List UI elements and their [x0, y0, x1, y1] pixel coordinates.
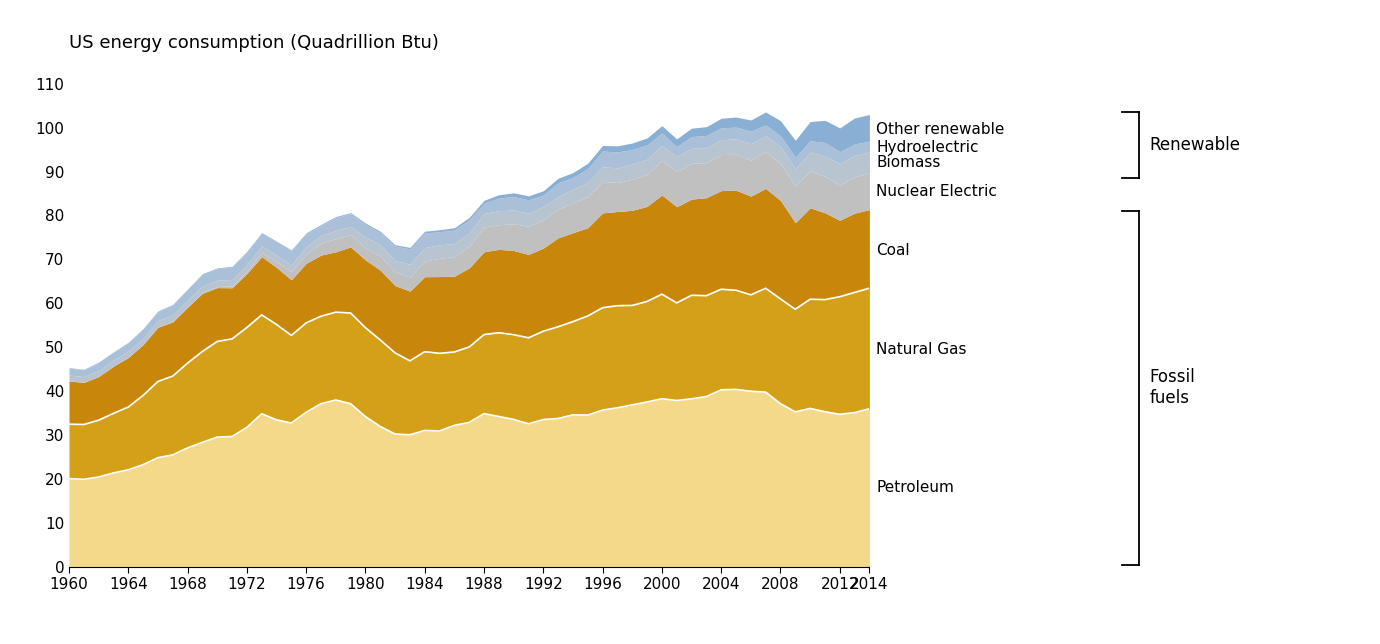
Text: Coal: Coal	[876, 243, 909, 258]
Text: Petroleum: Petroleum	[876, 480, 954, 495]
Text: Biomass: Biomass	[876, 155, 941, 170]
Text: Natural Gas: Natural Gas	[876, 342, 967, 357]
Text: Renewable: Renewable	[1150, 136, 1241, 154]
Text: Fossil
fuels: Fossil fuels	[1150, 368, 1195, 407]
Text: Other renewable: Other renewable	[876, 122, 1005, 137]
Text: Hydroelectric: Hydroelectric	[876, 140, 978, 155]
Text: US energy consumption (Quadrillion Btu): US energy consumption (Quadrillion Btu)	[69, 33, 439, 52]
Text: Nuclear Electric: Nuclear Electric	[876, 184, 998, 199]
